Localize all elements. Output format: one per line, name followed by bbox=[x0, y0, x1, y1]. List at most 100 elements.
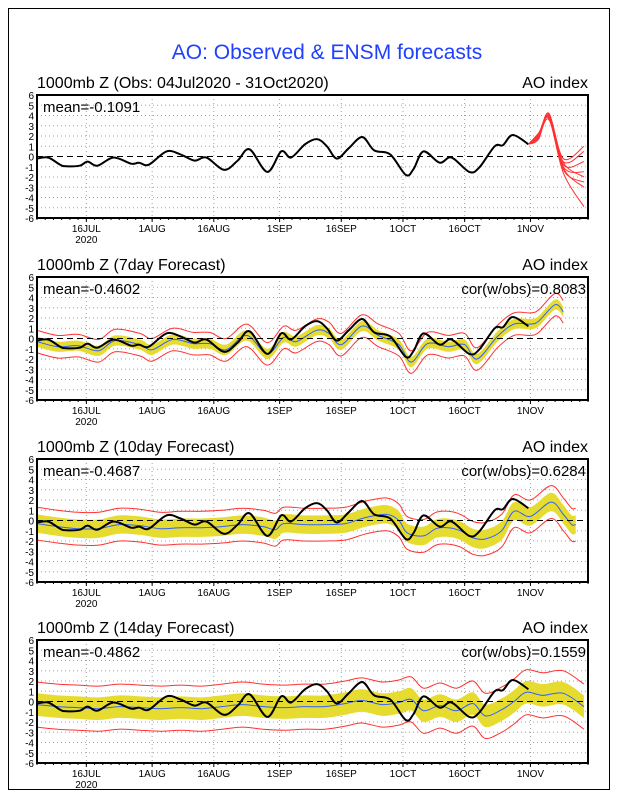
y-tick-label: 4 bbox=[28, 657, 34, 668]
y-tick-label: 0 bbox=[28, 698, 34, 709]
y-tick-label: -3 bbox=[25, 365, 34, 376]
panel-title: 1000mb Z (Obs: 04Jul2020 - 31Oct2020) bbox=[37, 75, 329, 92]
y-tick-label: -2 bbox=[25, 173, 34, 184]
y-tick-label: 6 bbox=[28, 455, 34, 466]
x-tick-sublabel: 2020 bbox=[75, 780, 98, 791]
y-tick-label: -6 bbox=[25, 578, 34, 589]
x-tick-label: 16AUG bbox=[197, 224, 230, 235]
panel-title: 1000mb Z (14day Forecast) bbox=[37, 620, 234, 637]
x-tick-label: 16JUL bbox=[72, 224, 101, 235]
correlation-label: cor(w/obs)=0.1559 bbox=[461, 644, 586, 661]
y-tick-label: 4 bbox=[28, 294, 34, 305]
y-tick-label: 3 bbox=[28, 122, 34, 133]
x-tick-label: 16JUL bbox=[72, 588, 101, 599]
x-tick-label: 1OCT bbox=[390, 769, 417, 780]
y-tick-label: -5 bbox=[25, 386, 34, 397]
ensemble-min-line bbox=[36, 714, 585, 740]
y-tick-label: -4 bbox=[25, 194, 34, 205]
x-tick-label: 16JUL bbox=[72, 406, 101, 417]
x-tick-label: 1AUG bbox=[139, 588, 166, 599]
y-tick-label: -6 bbox=[25, 396, 34, 407]
y-tick-label: -2 bbox=[25, 537, 34, 548]
x-tick-label: 16SEP bbox=[326, 406, 357, 417]
ensemble-spread-band bbox=[37, 299, 564, 368]
y-tick-label: 1 bbox=[28, 687, 34, 698]
y-tick-label: -6 bbox=[25, 214, 34, 225]
panel-4: 1000mb Z (14day Forecast) AO index -6-5-4 -… bbox=[25, 620, 589, 791]
y-tick-label: 2 bbox=[28, 677, 34, 688]
x-tick-label: 1SEP bbox=[267, 406, 293, 417]
y-tick-label: -1 bbox=[25, 708, 34, 719]
panel-3: 1000mb Z (10day Forecast) AO index-6-5-4-… bbox=[25, 439, 589, 610]
y-tick-label: 5 bbox=[28, 465, 34, 476]
x-tick-label: 1OCT bbox=[390, 588, 417, 599]
y-tick-label: 3 bbox=[28, 486, 34, 497]
mean-label: mean=-0.4862 bbox=[43, 644, 140, 661]
x-tick-label: 16SEP bbox=[326, 224, 357, 235]
x-tick-label: 1OCT bbox=[390, 224, 417, 235]
x-tick-label: 16SEP bbox=[326, 588, 357, 599]
x-tick-label: 16AUG bbox=[197, 406, 230, 417]
y-tick-label: 3 bbox=[28, 667, 34, 678]
mean-label: mean=-0.1091 bbox=[43, 99, 140, 116]
x-tick-label: 1NOV bbox=[517, 406, 545, 417]
y-tick-label: -5 bbox=[25, 749, 34, 760]
plot-area-border bbox=[36, 94, 589, 219]
x-tick-label: 1AUG bbox=[139, 224, 166, 235]
correlation-label: cor(w/obs)=0.6284 bbox=[461, 463, 586, 480]
panel-title: 1000mb Z (7day Forecast) bbox=[37, 257, 226, 274]
y-tick-label: 4 bbox=[28, 112, 34, 123]
x-tick-label: 1SEP bbox=[267, 769, 293, 780]
y-tick-label: 5 bbox=[28, 101, 34, 112]
x-tick-label: 16OCT bbox=[449, 588, 481, 599]
y-tick-label: -6 bbox=[25, 759, 34, 770]
y-tick-label: -1 bbox=[25, 345, 34, 356]
x-tick-label: 1AUG bbox=[139, 769, 166, 780]
x-tick-label: 16JUL bbox=[72, 769, 101, 780]
x-tick-label: 1OCT bbox=[390, 406, 417, 417]
mean-label: mean=-0.4602 bbox=[43, 281, 140, 298]
y-tick-label: -4 bbox=[25, 376, 34, 387]
y-tick-label: 0 bbox=[28, 517, 34, 528]
x-tick-label: 16AUG bbox=[197, 769, 230, 780]
x-tick-label: 1SEP bbox=[267, 588, 293, 599]
y-tick-label: -4 bbox=[25, 739, 34, 750]
figure-title: AO: Observed & ENSM forecasts bbox=[172, 41, 482, 64]
y-tick-label: 1 bbox=[28, 324, 34, 335]
y-tick-label: -3 bbox=[25, 183, 34, 194]
x-tick-label: 1SEP bbox=[267, 224, 293, 235]
x-tick-label: 16OCT bbox=[449, 769, 481, 780]
x-tick-label: 1NOV bbox=[517, 588, 545, 599]
panel-right-title: AO index bbox=[522, 75, 588, 92]
panel-right-title: AO index bbox=[522, 620, 588, 637]
x-tick-sublabel: 2020 bbox=[75, 417, 98, 428]
observed-ao-line bbox=[36, 316, 529, 359]
observed-ao-line bbox=[36, 679, 529, 722]
panel-1: 1000mb Z (Obs: 04Jul2020 - 31Oct2020) AO … bbox=[25, 75, 589, 246]
y-tick-label: -2 bbox=[25, 718, 34, 729]
panel-title: 1000mb Z (10day Forecast) bbox=[37, 439, 234, 456]
panel-2: 1000mb Z (7day Forecast) AO index -6-5-4-3… bbox=[25, 257, 589, 428]
y-tick-label: 2 bbox=[28, 314, 34, 325]
y-tick-label: 6 bbox=[28, 91, 34, 102]
y-tick-label: 6 bbox=[28, 636, 34, 647]
y-tick-label: -2 bbox=[25, 355, 34, 366]
ensemble-spread-band bbox=[37, 492, 576, 549]
y-tick-label: -4 bbox=[25, 558, 34, 569]
x-tick-sublabel: 2020 bbox=[75, 235, 98, 246]
y-tick-label: 1 bbox=[28, 506, 34, 517]
y-tick-label: -1 bbox=[25, 163, 34, 174]
ensemble-spread-band bbox=[37, 680, 584, 728]
y-tick-label: 3 bbox=[28, 304, 34, 315]
y-tick-label: -5 bbox=[25, 204, 34, 215]
ensemble-member-line bbox=[528, 112, 585, 188]
y-tick-label: 0 bbox=[28, 335, 34, 346]
x-tick-label: 1AUG bbox=[139, 406, 166, 417]
ensemble-member-line bbox=[528, 113, 585, 174]
x-tick-label: 16SEP bbox=[326, 769, 357, 780]
ensemble-member-line bbox=[528, 114, 585, 164]
ensemble-max-line bbox=[36, 669, 585, 694]
y-tick-label: 5 bbox=[28, 646, 34, 657]
ensemble-member-line bbox=[528, 116, 585, 207]
observed-ao-line bbox=[36, 498, 529, 541]
